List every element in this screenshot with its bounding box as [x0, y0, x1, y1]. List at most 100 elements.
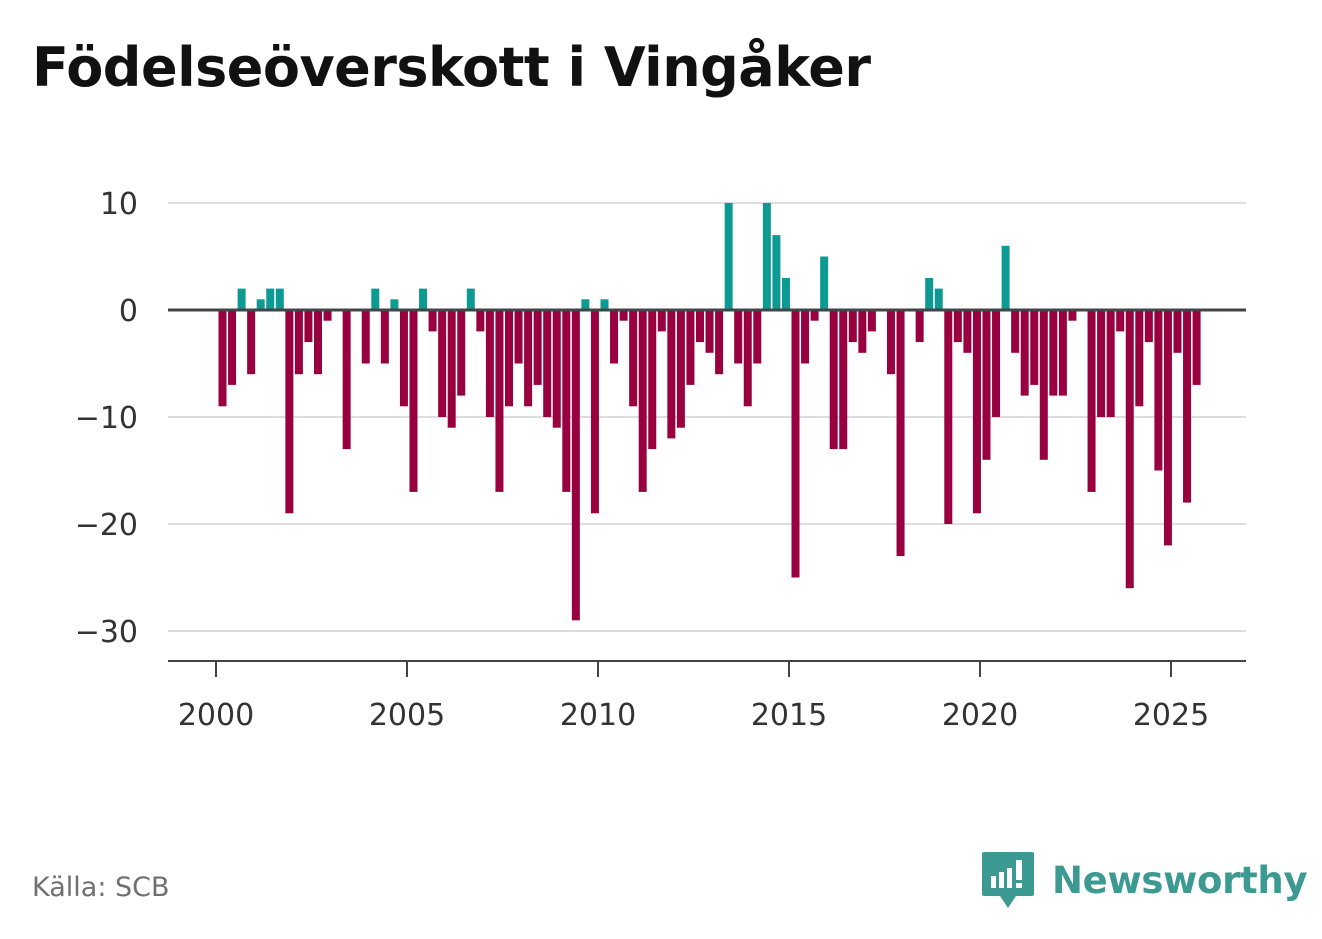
bar-negative: [380, 310, 389, 364]
bar-negative: [1135, 310, 1144, 407]
bar-negative: [313, 310, 322, 375]
grid-lines: [168, 202, 1246, 632]
y-tick-label: 0: [119, 294, 138, 329]
x-tick-label: 2005: [369, 698, 445, 733]
bar-negative: [571, 310, 580, 621]
bar-negative: [810, 310, 819, 321]
bar-negative: [1039, 310, 1048, 460]
y-tick-label: −20: [75, 508, 138, 543]
bar-negative: [1097, 310, 1106, 417]
bar-negative: [992, 310, 1001, 417]
bar-negative: [447, 310, 456, 428]
bar-positive: [390, 299, 399, 310]
bar-negative: [485, 310, 494, 417]
bar-negative: [829, 310, 838, 450]
bar-negative: [848, 310, 857, 343]
bar-negative: [734, 310, 743, 364]
bar-negative: [1154, 310, 1163, 471]
bar-negative: [858, 310, 867, 353]
bar-positive: [781, 277, 790, 310]
x-tick-label: 2025: [1133, 698, 1209, 733]
bar-negative: [514, 310, 523, 364]
x-tick-label: 2020: [942, 698, 1018, 733]
bar-negative: [438, 310, 447, 417]
bar-negative: [1106, 310, 1115, 417]
bar-negative: [247, 310, 256, 375]
bar-negative: [619, 310, 628, 321]
source-note: Källa: SCB: [32, 872, 170, 903]
bar-negative: [886, 310, 895, 375]
bar-negative: [218, 310, 227, 407]
bar-negative: [304, 310, 313, 343]
bar-positive: [820, 256, 829, 310]
brand-name: Newsworthy: [1052, 858, 1308, 902]
y-tick-label: −10: [75, 401, 138, 436]
bar-positive: [266, 288, 275, 310]
bar-negative: [228, 310, 237, 385]
bar-negative: [504, 310, 513, 407]
bar-negative: [1192, 310, 1201, 385]
bar-positive: [1001, 245, 1010, 310]
bar-negative: [1049, 310, 1058, 396]
bar-negative: [953, 310, 962, 343]
bar-negative: [610, 310, 619, 364]
bar-negative: [1144, 310, 1153, 343]
bar-negative: [361, 310, 370, 364]
y-tick-label: 10: [100, 187, 138, 222]
bar-negative: [791, 310, 800, 578]
bar-positive: [724, 203, 733, 310]
bar-negative: [457, 310, 466, 396]
bar-negative: [495, 310, 504, 492]
bar-negative: [667, 310, 676, 439]
bar-negative: [1058, 310, 1067, 396]
bar-negative: [638, 310, 647, 492]
bar-negative: [1116, 310, 1125, 332]
bar-positive: [237, 288, 246, 310]
newsworthy-logo-icon: [982, 852, 1034, 908]
bar-negative: [1087, 310, 1096, 492]
bar-negative: [801, 310, 810, 364]
y-axis-labels: 10 0 −10 −20 −30: [75, 187, 138, 650]
bar-negative: [1030, 310, 1039, 385]
bar-negative: [753, 310, 762, 364]
bar-negative: [562, 310, 571, 492]
bar-negative: [629, 310, 638, 407]
bar-negative: [552, 310, 561, 428]
bar-negative: [399, 310, 408, 407]
bar-negative: [867, 310, 876, 332]
bar-negative: [686, 310, 695, 385]
bar-negative: [915, 310, 924, 343]
bar-positive: [275, 288, 284, 310]
bar-positive: [256, 299, 265, 310]
bar-negative: [543, 310, 552, 417]
bar-negative: [676, 310, 685, 428]
chart-title: Födelseöverskott i Vingåker: [32, 36, 871, 99]
bar-negative: [476, 310, 485, 332]
bars: [218, 203, 1201, 621]
y-tick-label: −30: [75, 615, 138, 650]
bar-positive: [466, 288, 475, 310]
bar-positive: [371, 288, 380, 310]
bar-positive: [925, 277, 934, 310]
bar-positive: [581, 299, 590, 310]
bar-negative: [982, 310, 991, 460]
bar-negative: [1183, 310, 1192, 503]
bar-negative: [839, 310, 848, 450]
bar-negative: [1068, 310, 1077, 321]
bar-negative: [972, 310, 981, 514]
bar-negative: [428, 310, 437, 332]
x-axis: 2000 2005 2010 2015 2020 2025: [168, 660, 1246, 733]
bar-negative: [743, 310, 752, 407]
bar-negative: [294, 310, 303, 375]
bar-negative: [896, 310, 905, 557]
bar-negative: [533, 310, 542, 385]
bar-negative: [1125, 310, 1134, 589]
bar-negative: [963, 310, 972, 353]
bar-negative: [590, 310, 599, 514]
bar-negative: [524, 310, 533, 407]
bar-negative: [1020, 310, 1029, 396]
bar-negative: [323, 310, 332, 321]
brand-logo[interactable]: Newsworthy: [980, 850, 1308, 910]
bar-negative: [285, 310, 294, 514]
